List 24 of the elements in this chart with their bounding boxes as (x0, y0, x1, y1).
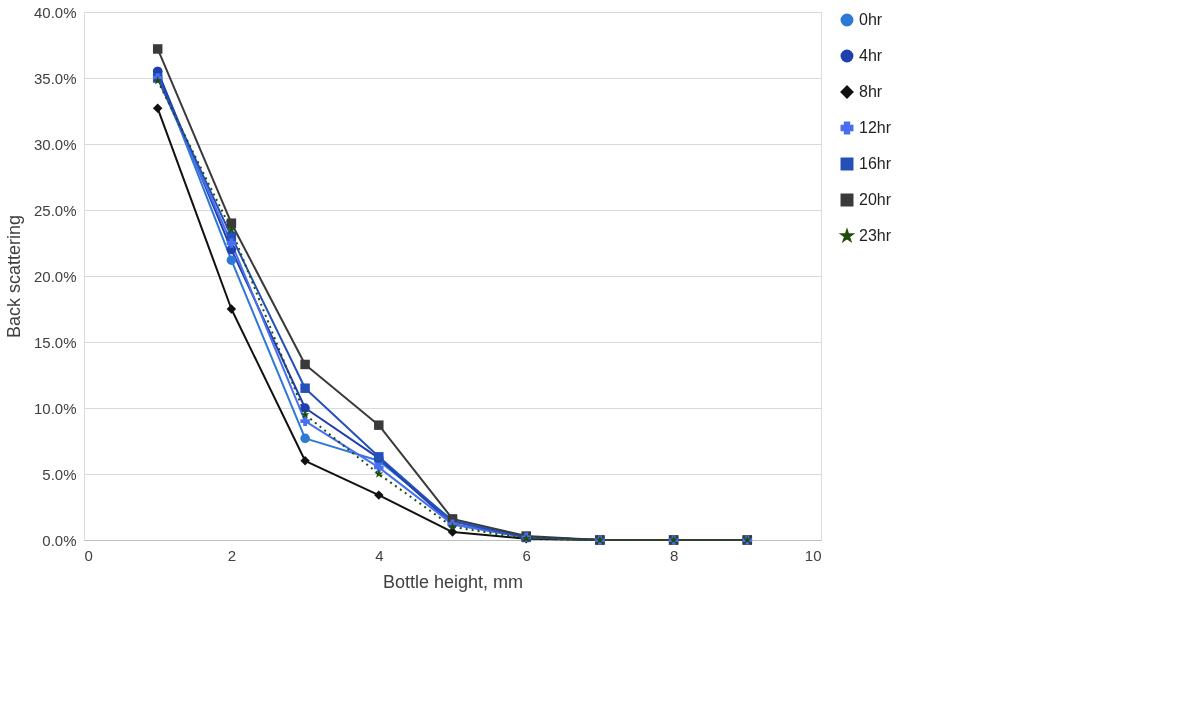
legend-label: 0hr (859, 11, 883, 28)
y-tick-label: 40.0% (33, 3, 77, 21)
legend-label: 12hr (859, 119, 892, 136)
legend-label: 16hr (859, 155, 892, 172)
y-tick-label: 30.0% (33, 135, 77, 153)
y-axis-title: Back scattering (3, 214, 24, 339)
x-tick-label: 2 (227, 546, 237, 564)
y-tick-label: 0.0% (42, 531, 77, 549)
x-axis-title: Bottle height, mm (382, 571, 524, 592)
x-tick-label: 8 (669, 546, 679, 564)
y-tick-label: 20.0% (33, 267, 77, 285)
y-tick-label: 10.0% (33, 399, 77, 417)
legend-label: 4hr (859, 47, 883, 64)
y-tick-label: 25.0% (33, 201, 77, 219)
legend-label: 20hr (859, 191, 892, 208)
legend-label: 8hr (859, 83, 883, 100)
x-tick-label: 10 (804, 546, 822, 564)
y-tick-label: 15.0% (33, 333, 77, 351)
legend-label: 23hr (859, 227, 892, 244)
y-tick-label: 5.0% (42, 465, 77, 483)
y-tick-label: 35.0% (33, 69, 77, 87)
x-tick-label: 0 (84, 546, 93, 564)
x-tick-label: 4 (375, 546, 384, 564)
x-tick-label: 6 (522, 546, 531, 564)
